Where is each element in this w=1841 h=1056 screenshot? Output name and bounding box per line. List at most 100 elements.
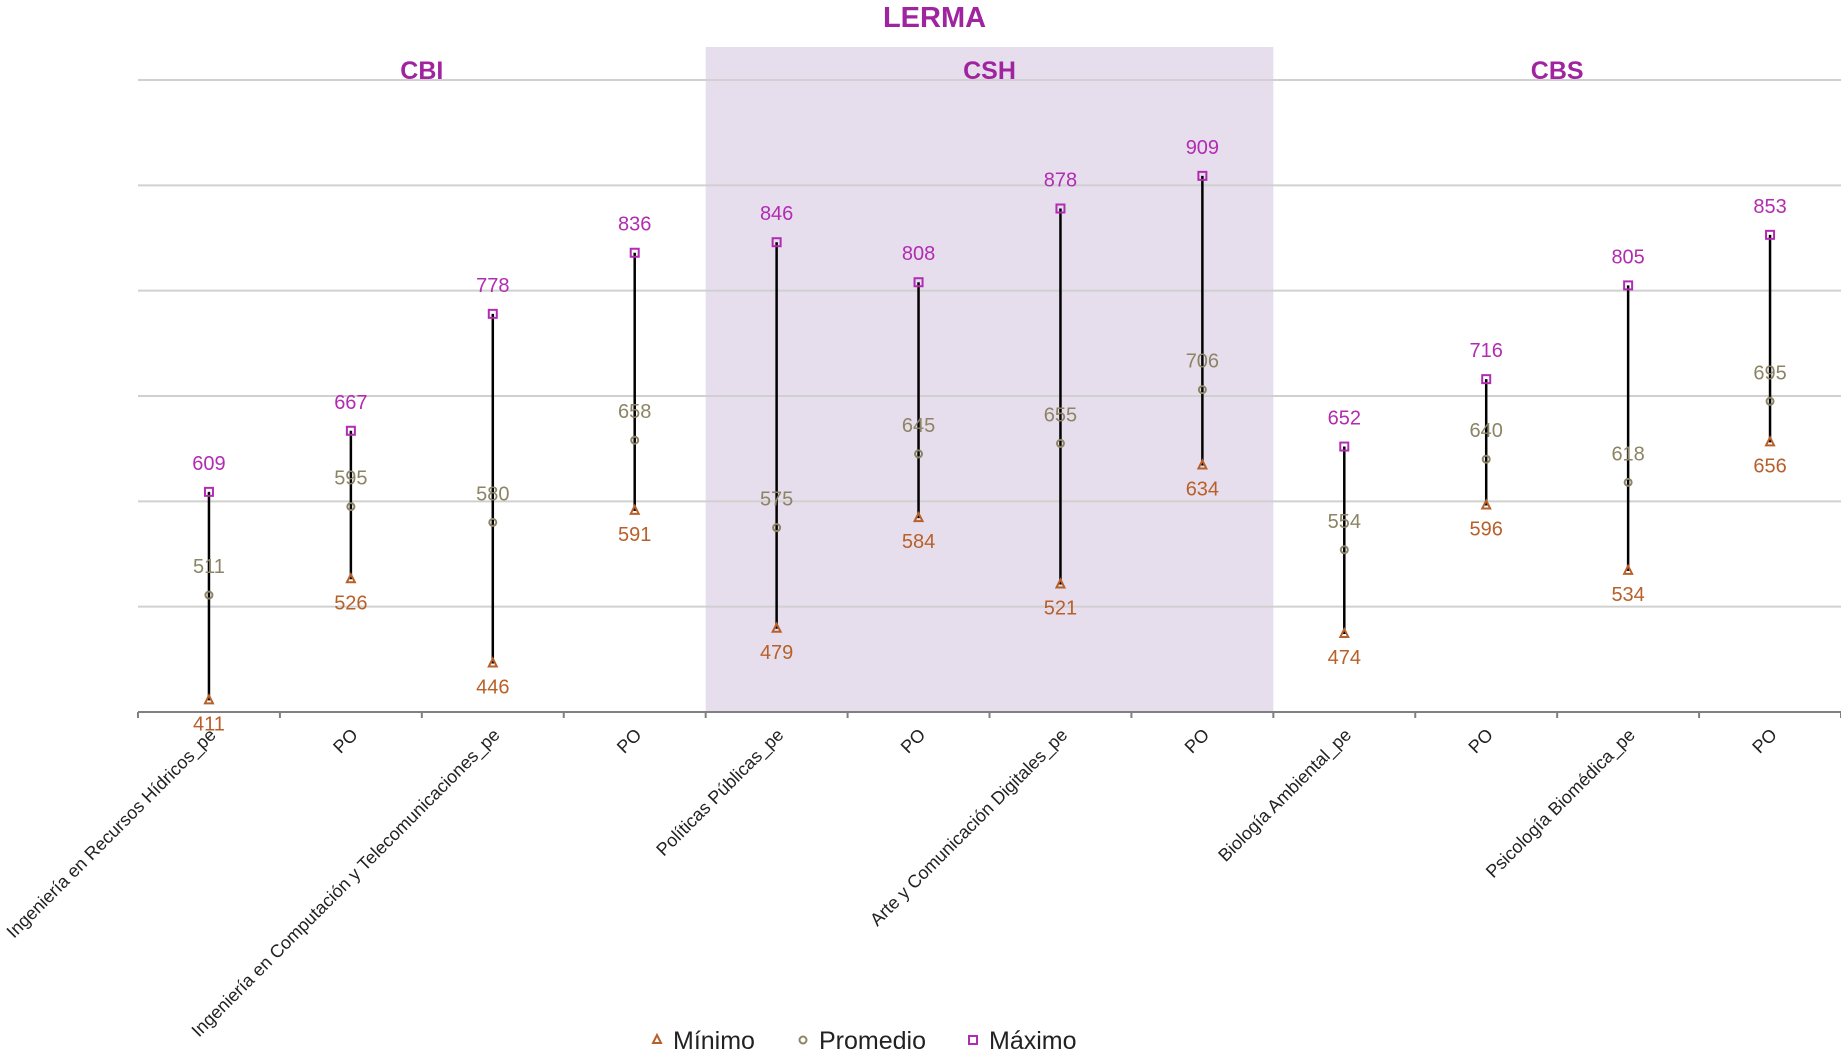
maximo-marker (345, 425, 356, 436)
range-lines (207, 175, 1772, 701)
promedio-marker (1055, 438, 1065, 448)
maximo-marker (1055, 203, 1066, 214)
promedio-marker (630, 435, 640, 445)
promedio-value-label: 554 (1328, 511, 1361, 533)
promedio-value-label: 640 (1470, 420, 1503, 442)
minimo-marker (1196, 458, 1208, 470)
minimo-value-label: 446 (476, 677, 509, 699)
minimo-marker (629, 503, 641, 515)
category-label-po: PO (1464, 725, 1497, 758)
legend: Mínimo Promedio Máximo (651, 1027, 1077, 1055)
value-labels: 411 526 446 591 479 584 521 634 474 596 534 656 511 5… (192, 137, 1786, 736)
promedio-marker (1623, 477, 1633, 487)
promedio-value-label: 658 (618, 401, 651, 423)
legend-promedio-icon (798, 1035, 808, 1045)
maximo-marker (913, 277, 924, 288)
minimo-marker (345, 572, 357, 584)
promedio-value-label: 655 (1044, 404, 1077, 426)
legend-minimo-icon (651, 1032, 663, 1044)
minimo-marker (1338, 626, 1350, 639)
category-label-po: PO (1181, 725, 1214, 758)
minimo-marker (1764, 435, 1776, 447)
category-label-politicas-publicas-pe: Políticas Públicas_pe (652, 725, 788, 861)
maximo-value-label: 609 (192, 453, 225, 475)
minimo-value-label: 591 (618, 524, 651, 546)
promedio-marker (772, 523, 782, 533)
category-label-ingenieria-en-recursos-hidricos-pe: Ingeniería en Recursos Hídricos_pe (3, 725, 221, 943)
maximo-value-label: 846 (760, 203, 793, 225)
minimo-value-label: 479 (760, 642, 793, 664)
maximo-marker (771, 237, 782, 248)
category-label-po: PO (897, 725, 930, 758)
minimo-marker (912, 510, 925, 523)
minimo-value-label: 596 (1470, 519, 1503, 541)
category-label-arte-y-comunicacion-digitales-pe: Arte y Comunicación Digitales_pe (866, 725, 1072, 931)
minimo-value-label: 584 (902, 531, 935, 553)
category-label-biologia-ambiental-pe: Biología Ambiental_pe (1214, 725, 1356, 867)
promedio-marker (204, 590, 214, 600)
promedio-marker (1765, 396, 1775, 406)
maximo-marker (1339, 441, 1350, 452)
promedio-marker (914, 449, 924, 459)
promedio-value-label: 511 (193, 556, 225, 578)
category-label-ingenieria-en-computacion-y-telecomunicaciones-pe: Ingeniería en Computación y Telecomunica… (188, 725, 505, 1042)
maximo-value-label: 836 (618, 214, 651, 236)
promedio-value-label: 595 (334, 468, 367, 490)
maximo-marker (629, 247, 640, 258)
legend-minimo-label: Mínimo (673, 1027, 755, 1055)
minimo-marker (771, 621, 783, 633)
x-axis (137, 711, 1841, 718)
promedio-marker (1339, 545, 1349, 555)
category-label-po: PO (329, 725, 362, 758)
category-label-po: PO (1748, 725, 1781, 758)
minimo-value-label: 534 (1611, 584, 1644, 606)
legend-maximo-label: Máximo (989, 1027, 1077, 1055)
maximo-value-label: 778 (476, 275, 509, 297)
group-labels: CBI CSH CBS (400, 57, 1583, 85)
markers (203, 170, 1776, 705)
maximo-marker (487, 308, 498, 319)
legend-promedio-label: Promedio (819, 1027, 926, 1055)
legend-maximo-icon (968, 1035, 978, 1045)
maximo-marker (1197, 170, 1208, 181)
minimo-value-label: 526 (334, 592, 367, 614)
maximo-value-label: 878 (1044, 170, 1077, 192)
minimo-value-label: 634 (1186, 479, 1219, 501)
maximo-value-label: 667 (334, 392, 367, 414)
gridlines (138, 79, 1841, 608)
minimo-marker (1054, 577, 1067, 589)
minimo-marker (1480, 498, 1492, 510)
promedio-value-label: 618 (1611, 443, 1644, 465)
promedio-value-label: 645 (902, 415, 935, 437)
minimo-marker (203, 693, 215, 705)
minimo-value-label: 411 (193, 713, 225, 735)
maximo-value-label: 808 (902, 243, 935, 265)
minimo-value-label: 521 (1044, 598, 1077, 620)
category-labels: Ingeniería en Recursos Hídricos_pe POInge… (3, 725, 1781, 1042)
maximo-value-label: 909 (1186, 137, 1219, 159)
minimo-marker (487, 656, 499, 668)
promedio-marker (1197, 385, 1207, 395)
minimo-value-label: 656 (1753, 455, 1786, 477)
group-label-csh: CSH (963, 57, 1016, 85)
maximo-value-label: 716 (1470, 340, 1503, 362)
maximo-marker (1623, 280, 1634, 291)
promedio-value-label: 706 (1186, 351, 1219, 373)
promedio-marker (346, 502, 356, 512)
promedio-value-label: 580 (476, 483, 509, 505)
minimo-value-label: 474 (1328, 647, 1361, 669)
chart-title: LERMA (883, 2, 986, 34)
csh-highlight-band (705, 47, 1274, 712)
group-label-cbs: CBS (1531, 57, 1584, 85)
promedio-value-label: 695 (1753, 362, 1786, 384)
maximo-marker (1765, 229, 1776, 240)
promedio-marker (488, 517, 498, 527)
maximo-value-label: 805 (1611, 246, 1644, 268)
category-label-psicologia-biomedica-pe: Psicología Biomédica_pe (1482, 725, 1640, 883)
maximo-marker (1481, 374, 1492, 385)
promedio-marker (1481, 454, 1491, 464)
maximo-value-label: 652 (1328, 408, 1361, 430)
minimo-marker (1622, 563, 1634, 575)
category-label-po: PO (613, 725, 646, 758)
